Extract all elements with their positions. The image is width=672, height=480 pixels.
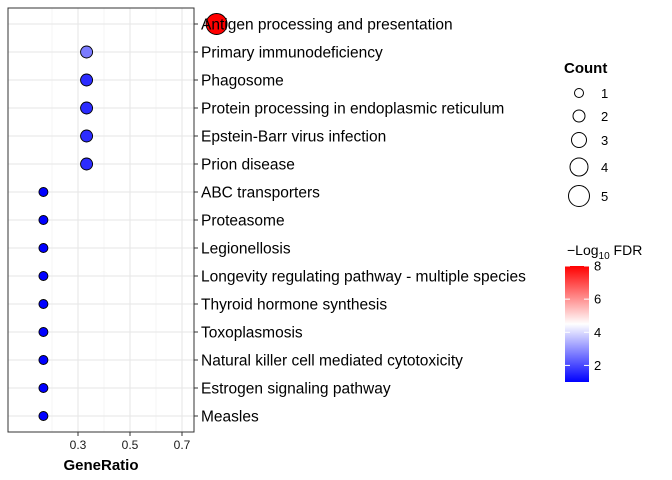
size-legend-label: 3 <box>601 133 608 148</box>
size-legend-key <box>574 88 584 98</box>
y-axis: Antigen processing and presentation Prima… <box>194 17 526 426</box>
colorbar <box>565 266 589 382</box>
colorbar-tick-label: 6 <box>594 292 601 307</box>
data-point <box>80 157 94 171</box>
y-tick-label: Natural killer cell mediated cytotoxicit… <box>201 353 463 370</box>
data-point <box>38 271 49 281</box>
data-point <box>38 299 49 309</box>
colorbar-tick-label: 8 <box>594 259 601 274</box>
size-legend-label: 2 <box>601 109 608 124</box>
data-point <box>38 187 49 197</box>
colorbar-tick-label: 2 <box>594 358 601 373</box>
y-tick-label: Primary immunodeficiency <box>201 45 383 62</box>
data-point <box>38 355 49 365</box>
y-tick-label: Phagosome <box>201 73 284 90</box>
x-tick-label: 0.3 <box>70 438 87 452</box>
data-point <box>38 243 49 253</box>
size-legend-key <box>572 109 586 123</box>
size-legend-label: 1 <box>601 86 608 101</box>
size-legend-key <box>571 132 587 148</box>
y-tick-label: Estrogen signaling pathway <box>201 381 391 398</box>
data-point <box>38 215 49 225</box>
x-tick-label: 0.5 <box>122 438 139 452</box>
size-legend: Count 1 2 3 4 5 <box>564 60 608 207</box>
color-legend-title: −Log10 FDR <box>567 242 642 262</box>
data-point <box>80 101 94 115</box>
x-tick-label: 0.7 <box>174 438 191 452</box>
y-tick-label: Longevity regulating pathway - multiple … <box>201 269 526 286</box>
y-tick-label: Epstein-Barr virus infection <box>201 129 386 146</box>
y-tick-label: Proteasome <box>201 213 285 230</box>
y-tick-label: Thyroid hormone synthesis <box>201 297 387 314</box>
data-point <box>38 411 49 421</box>
y-tick-label: Toxoplasmosis <box>201 325 303 342</box>
size-legend-key <box>568 185 590 207</box>
data-point <box>80 45 94 59</box>
y-tick-label: Legionellosis <box>201 241 291 258</box>
size-legend-label: 5 <box>601 189 608 204</box>
color-legend: −Log10 FDR 8 6 4 2 <box>565 242 642 382</box>
data-point <box>80 129 94 143</box>
y-tick-label: Measles <box>201 409 259 426</box>
data-point <box>38 383 49 393</box>
data-point <box>80 73 94 87</box>
size-legend-label: 4 <box>601 160 608 175</box>
y-tick-label: ABC transporters <box>201 185 320 202</box>
data-point <box>205 13 228 35</box>
y-tick-label: Protein processing in endoplasmic reticu… <box>201 101 504 118</box>
x-axis-title: GeneRatio <box>63 457 138 474</box>
y-tick-label: Prion disease <box>201 157 295 174</box>
size-legend-key <box>569 157 589 177</box>
data-points <box>38 13 228 421</box>
grid-lines <box>8 8 194 432</box>
colorbar-tick-label: 4 <box>594 325 601 340</box>
size-legend-title: Count <box>564 60 607 77</box>
data-point <box>38 327 49 337</box>
x-axis: 0.3 0.5 0.7 <box>70 432 191 452</box>
y-tick-label: Antigen processing and presentation <box>201 17 453 34</box>
